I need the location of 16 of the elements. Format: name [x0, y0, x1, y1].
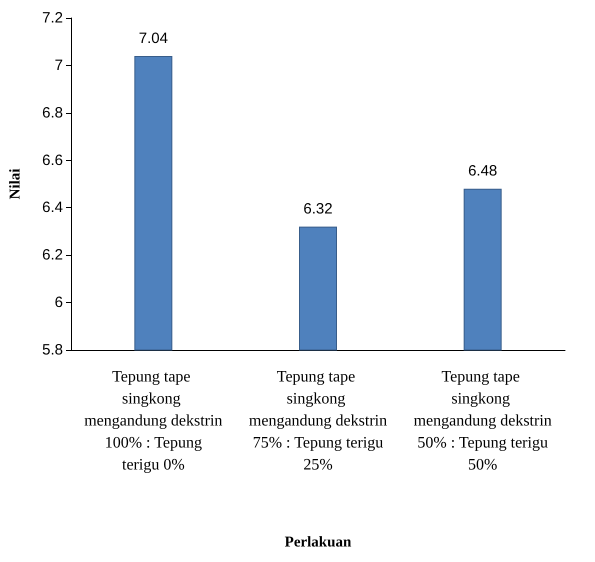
y-tick-label: 7.2 [42, 10, 63, 26]
y-tick-label: 7 [54, 56, 63, 74]
x-tick-label: Tepung tape singkong mengandung dekstrin 50% : Tepung terigu 50% [413, 368, 552, 474]
y-tick-label: 6.6 [42, 152, 63, 169]
data-label: 6.32 [303, 200, 333, 218]
y-tick-label: 6.8 [42, 104, 63, 122]
y-tick-label: 6 [54, 294, 63, 312]
y-tick-label: 5.8 [42, 342, 63, 358]
y-axis-title: Nilai [8, 168, 24, 200]
x-tick-label: Tepung tape singkong mengandung dekstrin 75% : Tepung terigu 25% [248, 368, 388, 474]
x-tick-label: Tepung tape singkong mengandung dekstrin 100% : Tepung terigu 0% [84, 368, 222, 474]
data-label: 6.48 [468, 162, 498, 180]
data-label: 7.04 [138, 30, 168, 47]
y-tick-label: 6.4 [42, 199, 63, 216]
y-tick-label: 6.2 [42, 246, 63, 264]
x-axis-title: Perlakuan [284, 534, 352, 550]
